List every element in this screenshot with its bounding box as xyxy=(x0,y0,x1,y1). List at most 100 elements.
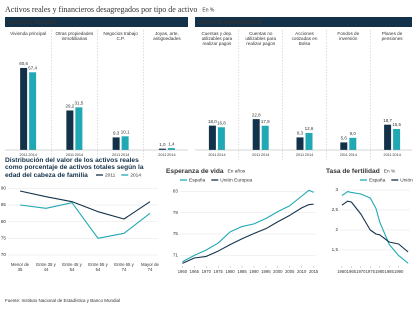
y-tick-label: 1,5 xyxy=(332,247,339,252)
legend-label: Unión Europea xyxy=(220,177,252,183)
section-heading: ACTIVOS FINANCIEROS xyxy=(198,20,262,26)
year-label: 2014 xyxy=(392,153,400,157)
bar xyxy=(252,119,260,150)
legend-label: España xyxy=(369,177,386,183)
value-label: 9,3 xyxy=(113,131,120,136)
bar xyxy=(261,125,269,150)
chart-title: Tasa de fertilidad xyxy=(326,168,380,175)
x-tick-label: 1965 xyxy=(190,269,200,274)
section-heading-bg xyxy=(5,17,188,27)
y-tick-label: 3 xyxy=(335,187,338,192)
value-label: 18,0 xyxy=(208,119,217,124)
year-label: 2014 xyxy=(349,153,357,157)
x-tick-label: Menor de 35 xyxy=(10,262,30,272)
category-label: Cuentas no utilizables para realizar pag… xyxy=(245,31,277,47)
y-tick-label: 70 xyxy=(1,252,7,257)
bar xyxy=(349,137,357,150)
bar xyxy=(384,124,392,150)
source: Fuente: Instituto Nacional de Estadístic… xyxy=(5,298,120,303)
year-label: 2011 xyxy=(384,153,392,157)
x-tick-label: 2010 xyxy=(297,269,307,274)
y-tick-label: 2,5 xyxy=(332,207,339,212)
x-tick-label: 1970 xyxy=(202,269,212,274)
value-label: 12,6 xyxy=(305,126,314,131)
bar xyxy=(393,129,401,150)
year-label: 2011 xyxy=(112,153,120,157)
series-line xyxy=(19,202,151,239)
x-tick-label: 1980 xyxy=(225,269,235,274)
value-label: 15,5 xyxy=(392,122,401,127)
unit-label: En % xyxy=(384,168,396,174)
value-label: 57,4 xyxy=(28,65,37,70)
y-tick-label: 83 xyxy=(173,189,179,194)
x-tick-label: 1985 xyxy=(237,269,247,274)
x-tick-label: 1965 xyxy=(347,269,357,274)
chart-title: Activos reales y financieros desagregado… xyxy=(5,5,197,14)
x-tick-label: 1960 xyxy=(178,269,188,274)
bar xyxy=(158,148,166,150)
x-tick-label: Entre 35 y 44 xyxy=(36,262,56,272)
category-label: Joyas, arte, antigüedades xyxy=(153,31,181,42)
bar xyxy=(296,137,304,150)
bar xyxy=(20,67,28,150)
x-tick-label: 2005 xyxy=(285,269,295,274)
section-heading: ACTIVOS REALES xyxy=(8,20,57,26)
year-label: 2011 xyxy=(66,153,74,157)
value-label: 9,3 xyxy=(297,131,304,136)
value-label: 16,8 xyxy=(217,120,226,125)
year-label: 2014 xyxy=(217,153,225,157)
x-tick-label: 1990 xyxy=(394,269,404,274)
year-label: 2014 xyxy=(261,153,269,157)
y-tick-label: 75 xyxy=(173,231,179,236)
year-label: 2011 xyxy=(158,153,166,157)
category-label: Planes de pensiones xyxy=(381,31,403,42)
unit-label: En % xyxy=(202,7,215,13)
bar xyxy=(75,107,83,150)
category-label: Negocios trabajo C.P. xyxy=(103,31,138,42)
x-tick-label: 1985 xyxy=(385,269,395,274)
y-tick-label: 2 xyxy=(335,227,338,232)
year-label: 2014 xyxy=(167,153,175,157)
category-label: Cuentas y dep. utilizables para realizar… xyxy=(201,31,233,47)
year-label: 2011 xyxy=(296,153,304,157)
x-tick-label: Entre 45 y 54 xyxy=(62,262,82,272)
x-tick-label: 1975 xyxy=(366,269,376,274)
chart-title: Esperanza de vida xyxy=(166,168,224,175)
bar xyxy=(305,132,313,150)
y-tick-label: 80 xyxy=(1,219,7,224)
series-line xyxy=(182,203,314,264)
series-line xyxy=(19,190,151,220)
year-label: 2014 xyxy=(28,153,36,157)
x-tick-label: Entre 65 y 74 xyxy=(114,262,134,272)
value-label: 9,0 xyxy=(350,131,357,136)
legend-label: 2011 xyxy=(105,172,116,178)
y-tick-label: 90 xyxy=(1,186,7,191)
x-tick-label: 2015 xyxy=(309,269,319,274)
category-label: Otras propiedades inmobiliarias xyxy=(55,31,94,42)
value-label: 1,4 xyxy=(168,141,175,146)
year-label: 2011 xyxy=(340,153,348,157)
x-tick-label: Mayor de 74 xyxy=(141,262,159,272)
unit-label: En años xyxy=(228,168,246,174)
x-tick-label: 1990 xyxy=(249,269,259,274)
year-label: 2011 xyxy=(20,153,28,157)
section-heading-bg xyxy=(195,17,412,27)
year-label: 2014 xyxy=(305,153,313,157)
bar xyxy=(112,137,120,150)
series-line xyxy=(341,200,409,253)
x-tick-label: 1970 xyxy=(356,269,366,274)
year-label: 2011 xyxy=(208,153,216,157)
bar xyxy=(340,142,348,150)
x-tick-label: 2000 xyxy=(273,269,283,274)
legend-label: 2014 xyxy=(130,172,141,178)
y-tick-label: 85 xyxy=(1,202,7,207)
legend-label: Unión Europea xyxy=(400,177,414,183)
bar xyxy=(217,127,225,150)
category-label: Acciones cotizadas en Bolsa xyxy=(291,31,318,47)
bar xyxy=(208,125,216,150)
y-tick-label: 79 xyxy=(173,210,179,215)
chart-title: Distribución del valor de los activos re… xyxy=(5,157,144,179)
value-label: 5,6 xyxy=(341,136,348,141)
value-label: 18,7 xyxy=(383,118,392,123)
legend-label: España xyxy=(189,177,206,183)
